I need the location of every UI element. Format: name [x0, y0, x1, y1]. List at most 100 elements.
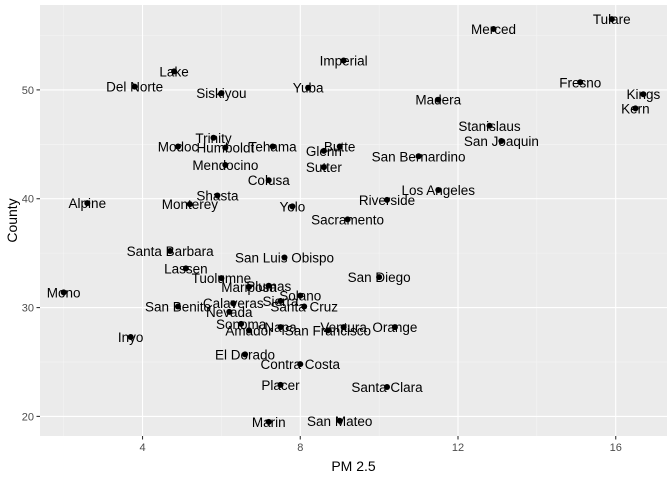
data-point	[577, 79, 584, 86]
data-point	[131, 83, 138, 90]
point-label: Monterey	[162, 197, 219, 212]
data-point	[265, 282, 272, 289]
point-label: Mendocino	[192, 158, 258, 173]
point-label: San Joaquin	[464, 134, 539, 149]
data-point	[391, 324, 398, 331]
point-labels: Tulare Merced Imperial Lake Fresno Del Norte Y…	[47, 12, 661, 430]
data-point	[222, 144, 229, 151]
point-label: Santa Cruz	[270, 299, 338, 314]
point-label: Sacramento	[311, 212, 384, 227]
point-label: Orange	[372, 320, 417, 335]
point-label: San Bernardino	[372, 149, 466, 164]
data-point	[435, 187, 442, 194]
point-label: Humboldt	[196, 141, 254, 156]
data-point	[222, 161, 229, 168]
data-point	[230, 300, 237, 307]
y-tick-label: 20	[22, 411, 34, 423]
data-point	[289, 203, 296, 210]
data-point	[336, 417, 343, 424]
point-label: Butte	[324, 139, 356, 154]
point-label: Madera	[415, 93, 461, 108]
point-label: Yolo	[279, 199, 305, 214]
data-point	[277, 324, 284, 331]
data-point	[186, 201, 193, 208]
point-label: Mono	[47, 285, 81, 300]
x-axis-title: PM 2.5	[331, 458, 376, 474]
data-point	[226, 308, 233, 315]
data-point	[60, 289, 67, 296]
data-point	[84, 200, 91, 207]
point-label: Marin	[252, 415, 286, 430]
data-point	[301, 303, 308, 310]
data-point	[305, 84, 312, 91]
data-point	[435, 96, 442, 103]
point-label: Ventura	[320, 320, 367, 335]
data-point	[632, 105, 639, 112]
data-point	[218, 90, 225, 97]
y-tick-label: 40	[22, 194, 34, 206]
y-axis-title: County	[4, 198, 20, 242]
point-label: Solano	[279, 289, 321, 304]
data-point	[238, 320, 245, 327]
point-label: Santa Clara	[351, 380, 423, 395]
data-point	[210, 134, 217, 141]
point-label: El Dorado	[215, 347, 275, 362]
point-label: Kings	[626, 87, 660, 102]
point-label: San Benito	[145, 299, 211, 314]
data-point	[486, 122, 493, 129]
data-point	[376, 274, 383, 281]
point-label: Riverside	[359, 193, 415, 208]
data-point	[490, 25, 497, 32]
point-label: Tehama	[249, 139, 298, 154]
data-point	[277, 381, 284, 388]
data-point	[175, 143, 182, 150]
point-label: Tuolumne	[192, 271, 252, 286]
point-label: Glenn	[306, 144, 342, 159]
minor-gridlines	[40, 5, 667, 436]
point-label: Yuba	[293, 81, 324, 96]
x-axis: 4 8 12 16	[139, 436, 622, 454]
plot-panel	[40, 5, 667, 436]
point-label: Calaveras	[203, 296, 264, 311]
point-label: Trinity	[195, 131, 231, 146]
data-point	[340, 57, 347, 64]
point-label: Inyo	[118, 330, 144, 345]
point-label: Colusa	[248, 173, 291, 188]
point-label: Fresno	[559, 75, 601, 90]
point-label: Del Norte	[106, 80, 163, 95]
point-label: San Mateo	[307, 414, 372, 429]
data-point	[175, 303, 182, 310]
point-label: Placer	[261, 378, 300, 393]
data-point	[265, 418, 272, 425]
data-point	[320, 164, 327, 171]
x-tick-label: 8	[297, 442, 303, 454]
point-label: Sonoma	[216, 317, 267, 332]
point-label: Lake	[159, 64, 188, 79]
data-point	[246, 327, 252, 334]
data-point	[384, 196, 391, 203]
point-label: Sierra	[263, 294, 300, 309]
point-label: Siskiyou	[196, 86, 246, 101]
point-label: Merced	[471, 22, 516, 37]
data-point	[277, 298, 284, 305]
data-point	[167, 247, 174, 254]
point-label: Santa Barbara	[127, 244, 215, 259]
point-label: Modoc	[158, 139, 199, 154]
point-label: Los Angeles	[402, 183, 476, 198]
point-label: Tulare	[593, 12, 631, 27]
x-tick-label: 4	[139, 442, 145, 454]
data-point	[640, 91, 647, 98]
point-label: Nevada	[206, 305, 253, 320]
data-points	[60, 16, 647, 425]
data-point	[269, 143, 276, 150]
point-label: San Francisco	[285, 323, 371, 338]
y-axis: 20 30 40 50	[22, 85, 40, 423]
data-point	[246, 283, 252, 290]
point-label: Contra Costa	[260, 357, 340, 372]
x-tick-label: 16	[610, 442, 622, 454]
data-point	[498, 138, 505, 145]
data-point	[415, 153, 422, 160]
point-label: Lassen	[164, 261, 208, 276]
point-label: Alpine	[69, 196, 107, 211]
